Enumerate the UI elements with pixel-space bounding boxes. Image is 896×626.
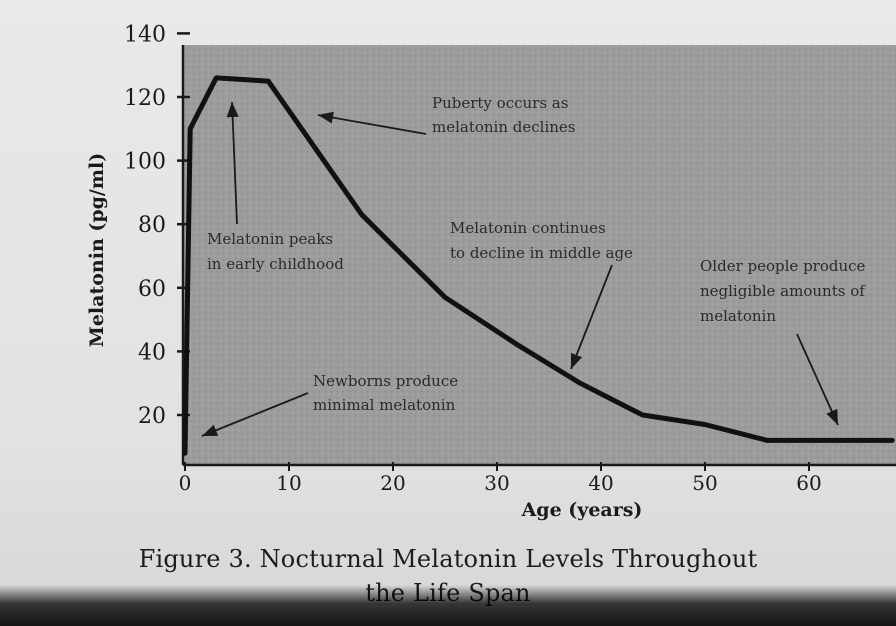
y-tick-label: 140 <box>124 22 166 47</box>
annotation-arrow-shaft <box>570 264 613 370</box>
bottom-shadow <box>0 585 896 626</box>
annotations: Puberty occurs as melatonin declines Melat… <box>207 94 866 414</box>
x-tick-label: 10 <box>276 471 301 495</box>
y-axis-label: Melatonin (pg/ml) <box>86 153 108 347</box>
figure-caption-line-1: Figure 3. Nocturnal Melatonin Levels Thr… <box>138 545 758 573</box>
annotation-arrow-shaft <box>231 101 238 225</box>
annotation-arrows <box>201 101 839 437</box>
annotation-text: in early childhood <box>207 255 344 273</box>
annotation-arrow-head <box>570 352 583 369</box>
x-axis-ticks: 0 10 20 30 40 50 60 <box>179 462 822 495</box>
annotation-text: negligible amounts of <box>700 282 866 300</box>
annotation-text: Newborns produce <box>313 372 458 390</box>
annotation-arrow-shaft <box>796 333 839 426</box>
x-tick-label: 0 <box>179 471 192 495</box>
annotation-arrow-shaft <box>317 114 427 135</box>
annotation-text: Melatonin continues <box>450 219 606 237</box>
annotation-text: minimal melatonin <box>313 396 456 414</box>
y-tick-label: 80 <box>138 213 166 238</box>
x-tick-label: 30 <box>484 471 509 495</box>
x-axis-label: Age (years) <box>521 499 643 521</box>
annotation-arrow-head <box>826 408 838 425</box>
annotation-arrow-head <box>226 102 239 118</box>
x-tick-label: 20 <box>380 471 405 495</box>
y-tick-label: 120 <box>124 86 166 111</box>
annotation-arrow-head <box>318 111 334 124</box>
annotation-text: melatonin <box>700 307 776 325</box>
melatonin-series-line <box>182 75 895 456</box>
annotation-text: to decline in middle age <box>450 244 633 262</box>
y-tick-label: 60 <box>138 277 166 302</box>
y-axis-ticks: 20 40 60 80 100 120 140 <box>124 22 190 429</box>
annotation-arrow-shaft <box>201 392 309 437</box>
y-tick-label: 100 <box>124 150 166 175</box>
x-tick-label: 60 <box>796 471 821 495</box>
y-tick-label: 20 <box>138 404 166 429</box>
annotation-text: Older people produce <box>700 257 866 275</box>
annotation-text: melatonin declines <box>432 118 576 136</box>
x-tick-label: 40 <box>588 471 613 495</box>
x-tick-label: 50 <box>692 471 717 495</box>
annotation-text: Melatonin peaks <box>207 230 333 248</box>
annotation-arrow-head <box>202 424 219 436</box>
y-tick-label: 40 <box>138 340 166 365</box>
annotation-text: Puberty occurs as <box>432 94 568 112</box>
